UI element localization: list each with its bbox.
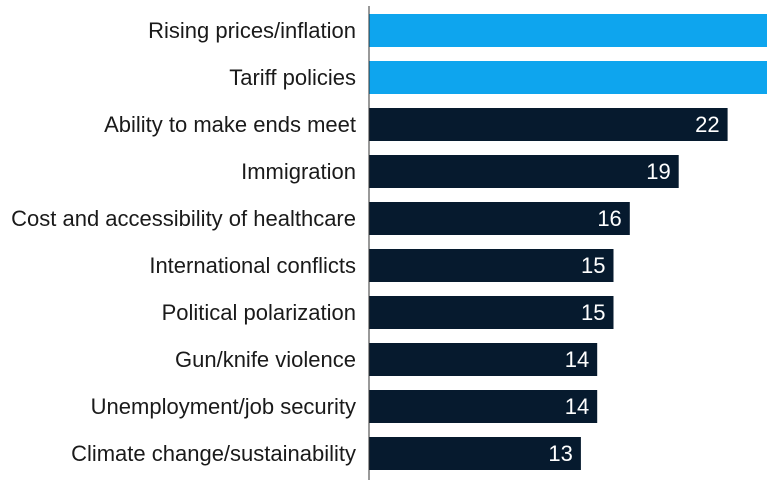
value-label-5: 16 <box>597 206 621 231</box>
bar-6 <box>369 249 614 282</box>
category-label-1: Rising prices/inflation <box>148 18 356 43</box>
value-label-6: 15 <box>581 253 605 278</box>
category-label-5: Cost and accessibility of healthcare <box>11 206 356 231</box>
bar-2 <box>369 61 767 94</box>
category-label-2: Tariff policies <box>229 65 356 90</box>
value-label-8: 14 <box>565 347 589 372</box>
category-label-9: Unemployment/job security <box>91 394 356 419</box>
bar-7 <box>369 296 614 329</box>
value-label-7: 15 <box>581 300 605 325</box>
bar-10 <box>369 437 581 470</box>
category-label-7: Political polarization <box>162 300 356 325</box>
category-labels-group: Rising prices/inflation Tariff policies Ab… <box>11 18 356 466</box>
bar-5 <box>369 202 630 235</box>
bar-1 <box>369 14 767 47</box>
category-label-10: Climate change/sustainability <box>71 441 356 466</box>
bar-3 <box>369 108 728 141</box>
category-label-8: Gun/knife violence <box>175 347 356 372</box>
bar-8 <box>369 343 598 376</box>
bar-4 <box>369 155 679 188</box>
category-label-6: International conflicts <box>149 253 356 278</box>
bar-9 <box>369 390 598 423</box>
category-label-3: Ability to make ends meet <box>104 112 356 137</box>
value-label-3: 22 <box>695 112 719 137</box>
bars-group: 22 19 16 15 15 14 14 13 <box>369 14 767 470</box>
value-label-4: 19 <box>646 159 670 184</box>
category-label-4: Immigration <box>241 159 356 184</box>
value-label-10: 13 <box>548 441 572 466</box>
value-label-9: 14 <box>565 394 589 419</box>
